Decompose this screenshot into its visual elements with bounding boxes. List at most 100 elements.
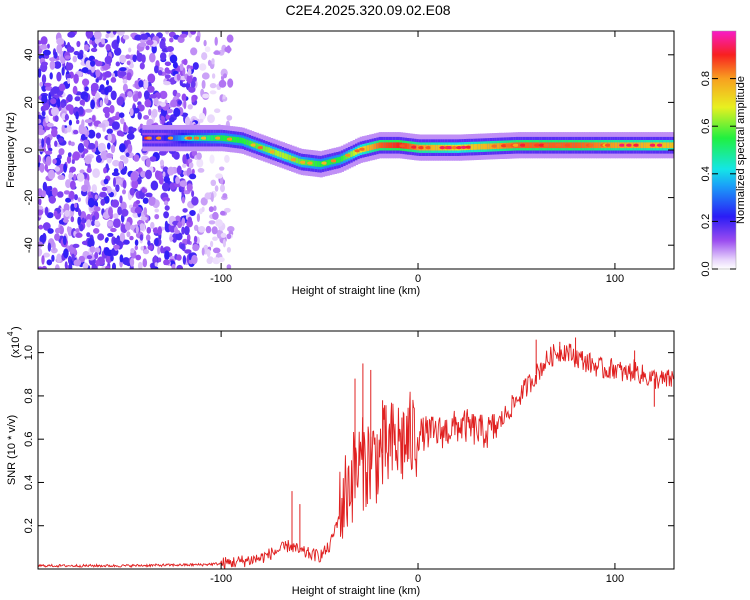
noise-speck xyxy=(112,31,117,35)
noise-speck xyxy=(119,254,124,263)
noise-speck xyxy=(120,117,125,125)
noise-speck xyxy=(116,35,120,45)
noise-speck xyxy=(113,168,119,174)
noise-speck xyxy=(141,187,146,193)
noise-speck xyxy=(198,118,204,123)
ridge-peak xyxy=(604,143,611,147)
noise-speck xyxy=(53,51,58,59)
noise-speck xyxy=(142,197,149,204)
ridge-peak xyxy=(418,146,425,150)
noise-speck xyxy=(181,93,187,102)
noise-speck xyxy=(182,255,187,265)
noise-speck xyxy=(94,252,99,259)
noise-speck xyxy=(191,95,196,103)
ridge-peak xyxy=(193,136,200,140)
ridge-cell xyxy=(645,142,649,149)
noise-speck xyxy=(68,262,73,269)
noise-speck xyxy=(131,179,139,190)
noise-speck xyxy=(131,127,137,132)
noise-speck xyxy=(46,136,51,146)
y-tick-label: -20 xyxy=(23,190,35,206)
noise-speck xyxy=(82,262,89,269)
noise-speck xyxy=(115,184,120,193)
noise-speck xyxy=(66,125,72,133)
noise-speck xyxy=(173,107,181,117)
noise-speck xyxy=(129,257,135,267)
noise-speck xyxy=(44,163,48,172)
colorbar-tick-label: 0.8 xyxy=(700,71,712,86)
ridge-cell xyxy=(529,142,534,149)
ridge-cell xyxy=(369,144,373,151)
noise-speck xyxy=(56,253,62,263)
noise-speck xyxy=(87,197,95,208)
noise-speck xyxy=(157,70,163,76)
noise-speck xyxy=(130,171,139,182)
noise-speck xyxy=(103,178,109,185)
noise-speck xyxy=(176,254,182,261)
noise-speck xyxy=(164,74,171,79)
noise-speck xyxy=(54,233,60,241)
noise-speck xyxy=(129,224,135,231)
noise-speck xyxy=(163,211,170,219)
noise-speck xyxy=(179,63,184,71)
noise-speck xyxy=(66,94,73,103)
noise-speck xyxy=(123,121,127,132)
ridge-cell xyxy=(336,157,340,164)
noise-speck xyxy=(60,102,66,108)
snr-y-label: SNR (10 * v/v) xyxy=(6,415,18,485)
snr-scale-suffix: ) xyxy=(10,326,22,330)
noise-speck xyxy=(150,180,159,191)
noise-speck xyxy=(160,115,165,121)
noise-speck xyxy=(143,115,150,120)
noise-speck xyxy=(39,163,45,173)
ridge-cell xyxy=(662,142,666,149)
noise-speck xyxy=(91,40,95,46)
noise-speck xyxy=(119,232,126,243)
noise-speck xyxy=(201,52,208,61)
noise-speck xyxy=(214,108,221,113)
noise-speck xyxy=(47,228,54,234)
noise-speck xyxy=(38,154,42,164)
noise-speck xyxy=(50,88,55,97)
ridge-cell xyxy=(288,155,293,161)
noise-speck xyxy=(183,99,187,110)
noise-speck xyxy=(196,158,204,168)
noise-speck xyxy=(101,265,106,269)
ridge-peak xyxy=(215,136,221,140)
noise-speck xyxy=(192,244,200,252)
noise-speck xyxy=(184,116,191,126)
noise-speck xyxy=(64,113,69,121)
ridge-cell xyxy=(338,156,342,163)
noise-speck xyxy=(38,209,44,216)
noise-speck xyxy=(70,216,75,223)
noise-speck xyxy=(201,79,206,89)
ridge-cell xyxy=(560,142,564,149)
ridge-peak xyxy=(167,136,174,140)
noise-speck xyxy=(127,143,133,154)
noise-speck xyxy=(129,235,134,241)
noise-speck xyxy=(85,60,92,70)
noise-speck xyxy=(84,95,88,102)
noise-speck xyxy=(133,154,140,162)
noise-speck xyxy=(45,150,53,155)
snr-y-scale: (x10 4 ) xyxy=(6,326,22,358)
noise-speck xyxy=(105,237,109,242)
noise-speck xyxy=(169,236,174,241)
noise-speck xyxy=(162,171,166,177)
x-tick-label: -100 xyxy=(210,273,232,285)
ridge-cell xyxy=(671,142,674,149)
noise-speck xyxy=(75,111,79,120)
noise-speck xyxy=(122,156,129,164)
noise-speck xyxy=(207,114,215,123)
noise-speck xyxy=(110,77,117,83)
noise-speck xyxy=(76,119,80,125)
ridge-peak xyxy=(411,145,418,149)
colorbar-frame xyxy=(711,30,737,270)
noise-speck xyxy=(57,191,64,198)
noise-speck xyxy=(77,216,81,226)
noise-speck xyxy=(47,242,52,252)
noise-speck xyxy=(83,139,89,147)
noise-speck xyxy=(64,210,70,217)
ridge-peak xyxy=(186,136,193,140)
noise-speck xyxy=(201,72,210,80)
